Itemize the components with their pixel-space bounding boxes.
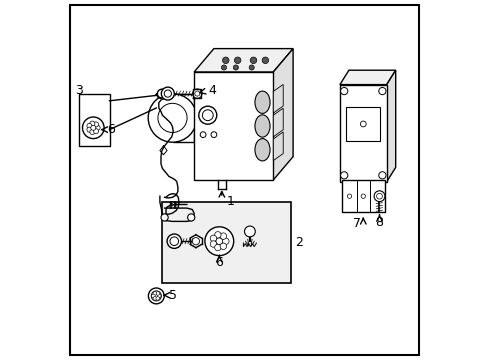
Text: 1: 1 [226, 195, 234, 208]
Circle shape [161, 214, 168, 221]
Text: 3: 3 [75, 84, 82, 97]
Bar [79, 94, 109, 146]
Text: 6: 6 [215, 256, 223, 269]
Circle shape [204, 227, 233, 256]
Text: 6: 6 [106, 123, 114, 136]
Circle shape [156, 292, 159, 295]
Circle shape [376, 193, 382, 199]
Circle shape [82, 117, 104, 139]
Circle shape [87, 123, 92, 129]
Polygon shape [194, 49, 292, 72]
Circle shape [234, 57, 241, 64]
Circle shape [167, 234, 181, 248]
Text: 4: 4 [208, 84, 216, 97]
Circle shape [200, 132, 205, 138]
Circle shape [151, 291, 161, 301]
Text: 7: 7 [352, 217, 360, 230]
Circle shape [91, 125, 96, 130]
Circle shape [157, 89, 166, 98]
Circle shape [340, 172, 347, 179]
Circle shape [378, 172, 385, 179]
Ellipse shape [254, 115, 269, 137]
Circle shape [346, 194, 351, 198]
Circle shape [244, 226, 255, 237]
Circle shape [202, 110, 213, 121]
Circle shape [378, 87, 385, 95]
Circle shape [157, 294, 161, 298]
Circle shape [214, 244, 221, 251]
Circle shape [199, 106, 216, 124]
Circle shape [192, 89, 202, 98]
Circle shape [222, 238, 228, 244]
Circle shape [220, 233, 226, 239]
Circle shape [216, 238, 222, 244]
Circle shape [194, 91, 200, 96]
Circle shape [151, 294, 155, 298]
Polygon shape [339, 70, 395, 85]
Circle shape [164, 90, 171, 97]
Text: 2: 2 [295, 235, 303, 249]
Text: 8: 8 [375, 216, 383, 229]
Circle shape [192, 238, 199, 245]
Circle shape [340, 87, 347, 95]
Circle shape [187, 214, 194, 221]
Circle shape [161, 87, 174, 100]
Text: 5: 5 [168, 289, 176, 302]
Circle shape [373, 191, 384, 202]
Polygon shape [172, 94, 194, 142]
Circle shape [158, 103, 187, 132]
Bar [194, 72, 273, 180]
Circle shape [210, 235, 216, 242]
Circle shape [250, 57, 256, 64]
Circle shape [361, 194, 365, 198]
Circle shape [262, 57, 268, 64]
Circle shape [214, 231, 221, 238]
Circle shape [156, 297, 159, 300]
Circle shape [153, 297, 156, 300]
Bar [346, 107, 380, 141]
Circle shape [87, 127, 92, 132]
Bar [341, 180, 384, 212]
Bar [339, 85, 386, 182]
Circle shape [148, 94, 196, 142]
Polygon shape [273, 132, 283, 161]
Circle shape [249, 65, 254, 70]
Circle shape [170, 237, 178, 246]
Circle shape [211, 132, 216, 138]
Ellipse shape [254, 139, 269, 161]
Polygon shape [386, 70, 395, 182]
Circle shape [222, 57, 228, 64]
Circle shape [95, 125, 100, 130]
Circle shape [221, 65, 226, 70]
Bar [162, 202, 291, 283]
Polygon shape [273, 49, 292, 180]
Circle shape [374, 194, 379, 198]
Circle shape [210, 241, 216, 247]
Polygon shape [273, 108, 283, 137]
Ellipse shape [254, 91, 269, 113]
Circle shape [233, 65, 238, 70]
Circle shape [148, 288, 164, 304]
Circle shape [90, 130, 95, 135]
Circle shape [153, 292, 156, 295]
Circle shape [93, 129, 98, 134]
Polygon shape [273, 85, 283, 113]
Circle shape [90, 121, 95, 126]
Circle shape [360, 121, 366, 127]
Circle shape [220, 243, 226, 249]
Circle shape [93, 122, 98, 127]
